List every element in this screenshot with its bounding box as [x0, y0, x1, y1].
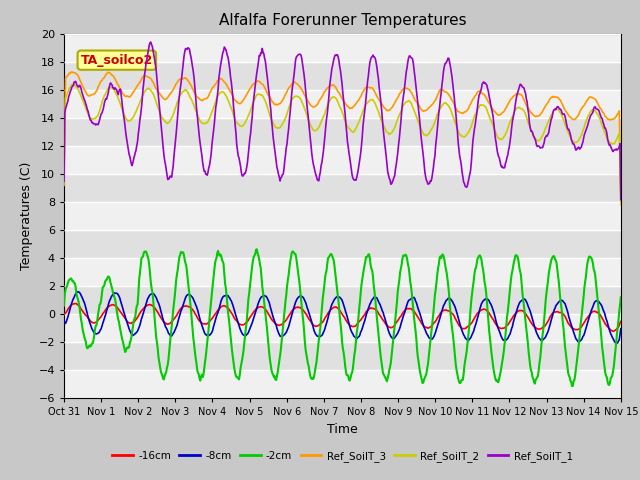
Y-axis label: Temperatures (C): Temperatures (C): [20, 162, 33, 270]
Bar: [64, 34, 621, 61]
Bar: [64, 90, 621, 118]
Bar: [64, 146, 621, 174]
Bar: [64, 371, 621, 398]
Text: TA_soilco2: TA_soilco2: [81, 54, 153, 67]
Bar: [64, 202, 621, 230]
Bar: [64, 314, 621, 342]
Bar: [64, 258, 621, 286]
Legend: -16cm, -8cm, -2cm, Ref_SoilT_3, Ref_SoilT_2, Ref_SoilT_1: -16cm, -8cm, -2cm, Ref_SoilT_3, Ref_Soil…: [108, 447, 577, 466]
Title: Alfalfa Forerunner Temperatures: Alfalfa Forerunner Temperatures: [219, 13, 466, 28]
X-axis label: Time: Time: [327, 423, 358, 436]
